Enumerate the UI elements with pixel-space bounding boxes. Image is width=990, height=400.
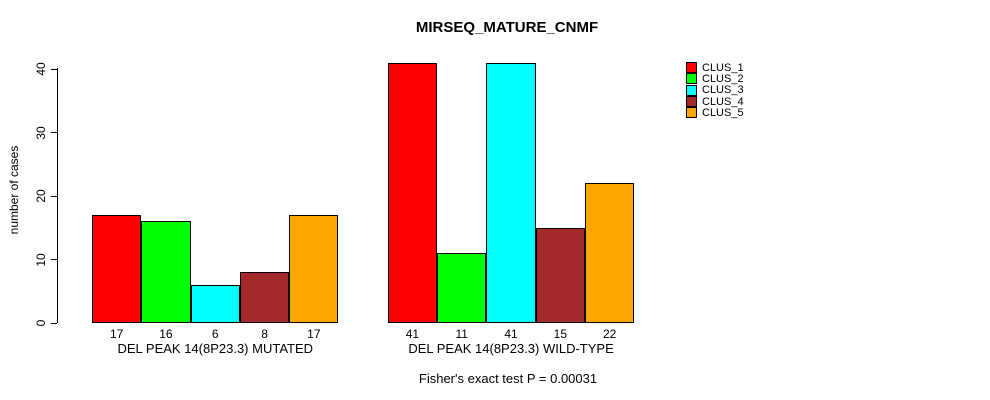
bar (437, 253, 487, 323)
y-tick-label: 20 (34, 189, 48, 203)
legend-label: CLUS_2 (702, 72, 744, 85)
legend: CLUS_1 CLUS_2 CLUS_3 CLUS_4 CLUS_5 (686, 61, 744, 119)
legend-label: CLUS_3 (702, 84, 744, 97)
bar-value-label: 8 (261, 327, 268, 341)
legend-row: CLUS_3 (686, 84, 744, 97)
y-axis-label: number of cases (7, 145, 21, 235)
legend-label: CLUS_1 (702, 61, 744, 74)
bar (387, 62, 438, 323)
y-tick (51, 322, 57, 324)
legend-label: CLUS_4 (702, 95, 744, 108)
bar-value-label: 17 (307, 327, 321, 341)
y-axis-line (57, 68, 58, 323)
bar (535, 227, 585, 323)
y-tick-label: 0 (34, 319, 48, 327)
bar (486, 62, 536, 323)
legend-row: CLUS_5 (686, 106, 744, 119)
chart-title: MIRSEQ_MATURE_CNMF (415, 19, 599, 36)
legend-swatch (686, 107, 697, 119)
y-tick (51, 195, 57, 197)
legend-row: CLUS_1 (686, 61, 744, 74)
fisher-test-annotation: Fisher's exact test P = 0.00031 (418, 371, 598, 386)
y-tick (51, 68, 57, 70)
bar-value-label: 17 (109, 327, 124, 341)
legend-label: CLUS_5 (702, 106, 744, 119)
bar-value-label: 15 (553, 327, 568, 341)
legend-swatch (686, 62, 697, 74)
bar-value-label: 6 (211, 327, 219, 341)
bar-value-label: 22 (602, 327, 617, 341)
y-tick-label: 40 (34, 62, 48, 76)
group-label: DEL PEAK 14(8P23.3) WILD-TYPE (408, 341, 614, 356)
bar (289, 215, 339, 323)
y-tick (51, 259, 57, 260)
bar (239, 272, 290, 323)
bar-value-label: 41 (504, 327, 518, 341)
y-tick-label: 10 (34, 252, 48, 267)
bar-value-label: 16 (159, 327, 173, 341)
bar-value-label: 41 (405, 327, 420, 341)
legend-swatch (686, 73, 697, 85)
legend-row: CLUS_4 (686, 95, 744, 108)
bar (141, 221, 191, 323)
y-tick (51, 132, 57, 133)
bar (92, 215, 142, 323)
y-tick-label: 30 (34, 125, 48, 140)
bar (190, 284, 240, 323)
legend-swatch (686, 96, 697, 108)
group-label: DEL PEAK 14(8P23.3) MUTATED (117, 341, 314, 356)
bar-value-label: 11 (455, 327, 468, 341)
legend-swatch (686, 84, 697, 96)
bar (585, 183, 635, 323)
legend-row: CLUS_2 (686, 72, 744, 85)
